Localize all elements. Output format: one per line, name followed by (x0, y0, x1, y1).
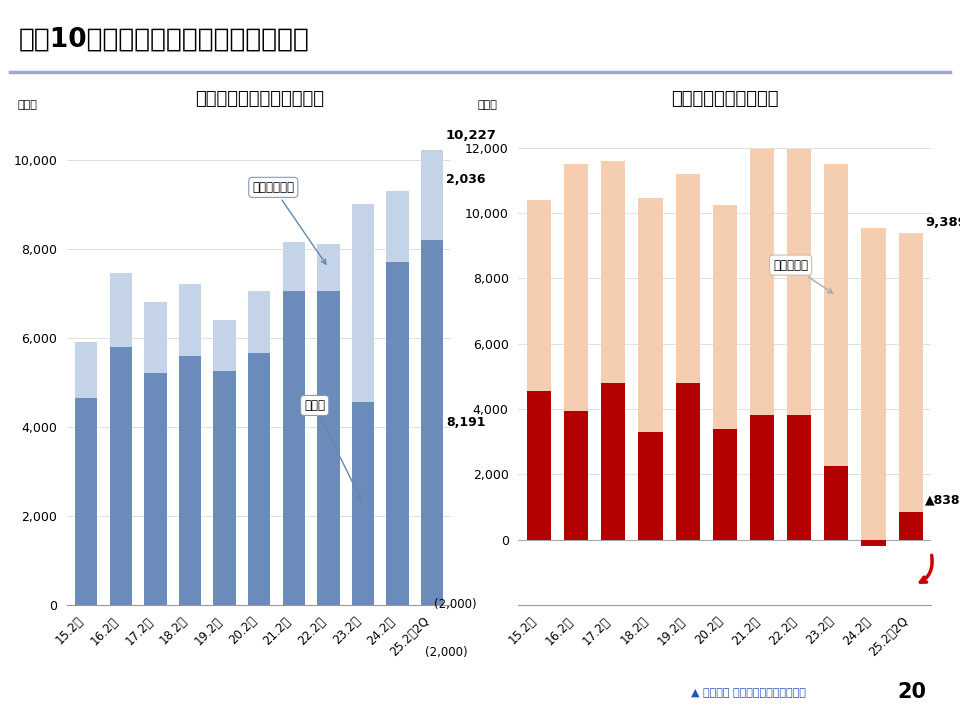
Bar (144, 302, 167, 374)
Bar (420, 240, 444, 605)
Bar (317, 291, 340, 605)
Bar (282, 242, 305, 291)
Bar (213, 320, 236, 371)
Bar (109, 273, 132, 346)
Bar (750, 150, 774, 539)
Bar (75, 398, 98, 605)
Bar (676, 383, 700, 539)
Text: ▲838: ▲838 (924, 493, 960, 506)
Text: 8,191: 8,191 (446, 416, 486, 429)
Bar (712, 205, 737, 539)
Bar (351, 204, 374, 402)
Text: 有利子負債: 有利子負債 (773, 258, 832, 293)
Bar (861, 228, 886, 539)
Bar (787, 150, 811, 539)
Bar (282, 291, 305, 605)
Text: 9,389: 9,389 (925, 216, 960, 229)
Bar (179, 356, 202, 605)
Title: 現預金・投資有価証券推移: 現預金・投資有価証券推移 (195, 90, 324, 108)
Text: 百万円: 百万円 (17, 100, 37, 110)
Bar (638, 432, 662, 539)
Bar (825, 164, 849, 539)
Bar (109, 346, 132, 605)
Bar (213, 371, 236, 605)
Title: ネット有利子負債推移: ネット有利子負債推移 (671, 90, 779, 108)
Bar (248, 291, 271, 354)
Bar (787, 415, 811, 539)
Bar (601, 161, 625, 539)
Text: (2,000): (2,000) (435, 598, 477, 611)
Text: 2,036: 2,036 (446, 173, 486, 186)
Bar (899, 233, 923, 539)
Bar (601, 383, 625, 539)
Bar (386, 191, 409, 262)
Bar (248, 354, 271, 605)
Bar (564, 410, 588, 539)
Text: ※ネット有利子負債（現預金・投資有価証券控除後）: ※ネット有利子負債（現預金・投資有価証券控除後） (613, 646, 783, 659)
Text: 投資有価証券: 投資有価証券 (252, 181, 326, 264)
Bar (420, 150, 444, 240)
Bar (317, 244, 340, 291)
Bar (527, 391, 551, 539)
Bar (750, 415, 774, 539)
Bar (861, 539, 886, 546)
Text: 現預金: 現預金 (304, 399, 361, 500)
Bar (712, 428, 737, 539)
Bar (179, 284, 202, 356)
Bar (676, 174, 700, 539)
Text: ▲ 株式会社 メディカル一光グループ: ▲ 株式会社 メディカル一光グループ (691, 688, 806, 698)
Bar (351, 402, 374, 605)
Text: (2,000): (2,000) (425, 646, 468, 659)
Text: 10,227: 10,227 (446, 129, 497, 142)
Bar (386, 262, 409, 605)
Bar (144, 374, 167, 605)
Text: 百万円: 百万円 (477, 100, 497, 110)
Bar (638, 199, 662, 539)
Bar (899, 512, 923, 539)
Bar (564, 164, 588, 539)
Bar (75, 342, 98, 398)
Text: 20: 20 (898, 682, 926, 702)
Bar (527, 200, 551, 539)
Text: 過去10年間の現預金・有利子負債推移: 過去10年間の現預金・有利子負債推移 (19, 27, 310, 53)
Bar (825, 466, 849, 539)
